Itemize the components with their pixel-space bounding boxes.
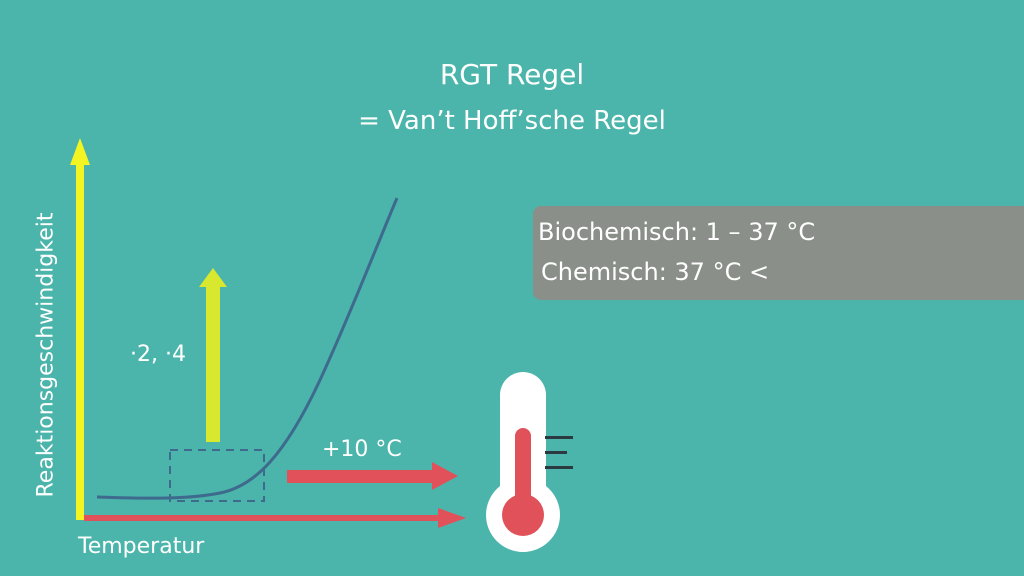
reaction-rate-curve (96, 197, 399, 500)
y-axis-arrow (70, 138, 90, 520)
info-box: Biochemisch: 1 – 37 °C Chemisch: 37 °C < (533, 206, 1024, 300)
thermometer-icon (486, 372, 573, 552)
temperature-step-arrow (287, 462, 458, 490)
y-axis-label: Reaktionsgeschwindigkeit (33, 212, 59, 498)
page-title: RGT Regel (439, 58, 585, 91)
info-line-biochemisch: Biochemisch: 1 – 37 °C (538, 218, 816, 246)
factor-label: ·2, ·4 (130, 342, 186, 367)
info-line-chemisch: Chemisch: 37 °C < (541, 258, 770, 286)
temperature-step-label: +10 °C (322, 437, 402, 462)
factor-arrow (199, 268, 227, 442)
dashed-box (169, 449, 265, 502)
x-axis-arrow (84, 508, 466, 528)
page-subtitle: = Van’t Hoff’sche Regel (358, 106, 666, 136)
x-axis-label: Temperatur (78, 534, 205, 559)
